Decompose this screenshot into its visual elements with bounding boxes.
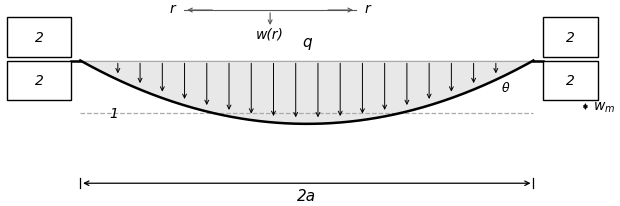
Bar bbox=[542, 61, 598, 101]
Text: $\theta$: $\theta$ bbox=[501, 81, 510, 95]
Bar bbox=[7, 61, 71, 101]
Text: 2: 2 bbox=[35, 74, 43, 88]
Text: r: r bbox=[365, 2, 371, 16]
Bar bbox=[542, 18, 598, 57]
Text: q: q bbox=[302, 35, 312, 50]
Text: 2: 2 bbox=[565, 31, 575, 44]
Text: 2: 2 bbox=[35, 31, 43, 44]
Text: $w_m$: $w_m$ bbox=[593, 100, 615, 114]
Text: 2a: 2a bbox=[297, 188, 316, 203]
Bar bbox=[7, 18, 71, 57]
Text: 2: 2 bbox=[565, 74, 575, 88]
Text: r: r bbox=[169, 2, 175, 16]
Text: w(r): w(r) bbox=[256, 28, 284, 42]
Text: 1: 1 bbox=[110, 107, 118, 120]
